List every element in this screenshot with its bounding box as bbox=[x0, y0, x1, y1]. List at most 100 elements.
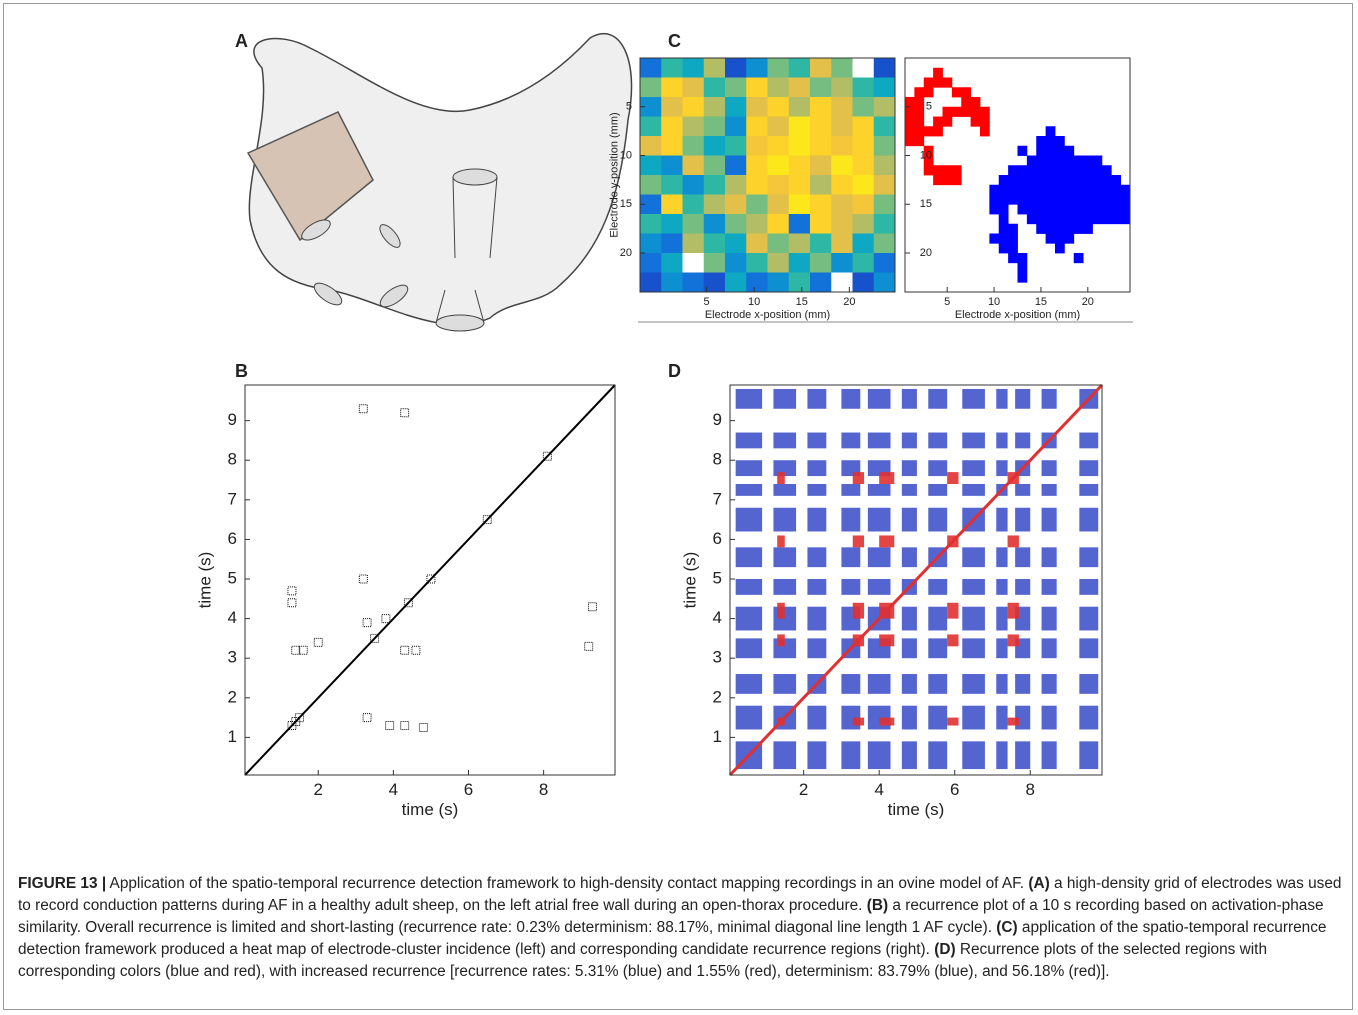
heat-cell bbox=[725, 194, 747, 215]
region-cell bbox=[1045, 204, 1056, 215]
heat-cell bbox=[852, 58, 875, 78]
region-cell bbox=[1008, 223, 1018, 234]
recurrence-block bbox=[947, 472, 959, 484]
recurrence-block bbox=[867, 432, 891, 449]
x-tick-label: 10 bbox=[748, 296, 760, 308]
region-cell bbox=[942, 165, 953, 176]
recurrence-block bbox=[735, 606, 763, 631]
region-cell bbox=[1026, 194, 1037, 205]
atrium-diagram bbox=[246, 32, 633, 332]
heat-cell bbox=[767, 58, 790, 78]
region-cell bbox=[1092, 204, 1103, 215]
x-tick-label: 2 bbox=[314, 780, 323, 799]
heat-cell bbox=[767, 214, 790, 234]
heat-cell bbox=[831, 155, 853, 176]
x-tick-label: 8 bbox=[1026, 780, 1035, 799]
heat-cell bbox=[661, 136, 683, 156]
recurrence-point bbox=[287, 586, 297, 596]
heat-cell bbox=[661, 155, 683, 176]
heat-cell bbox=[661, 253, 683, 273]
recurrence-block bbox=[901, 483, 917, 496]
region-cell bbox=[1008, 233, 1018, 244]
region-cell bbox=[1111, 214, 1122, 225]
recurrence-block bbox=[901, 606, 917, 631]
recurrence-block bbox=[735, 507, 763, 532]
heat-cell bbox=[873, 233, 896, 254]
recurrence-block bbox=[928, 674, 948, 694]
region-cell bbox=[1073, 165, 1084, 176]
heat-cell bbox=[810, 214, 832, 234]
recurrence-point bbox=[587, 602, 597, 612]
region-cell bbox=[1111, 175, 1122, 186]
region-cell bbox=[933, 116, 943, 127]
recurrence-block bbox=[777, 472, 785, 484]
recurrence-block bbox=[807, 741, 827, 770]
diagonal bbox=[244, 384, 616, 776]
recurrence-block bbox=[777, 634, 785, 647]
recurrence-block bbox=[901, 460, 917, 477]
heat-cell bbox=[746, 233, 768, 254]
heat-cell bbox=[831, 97, 853, 117]
region-cell bbox=[1017, 175, 1028, 186]
region-cell bbox=[1083, 165, 1093, 176]
y-axis-label: time (s) bbox=[680, 552, 699, 609]
heat-cell bbox=[810, 194, 832, 215]
recurrence-block bbox=[777, 602, 785, 619]
recurrence-point bbox=[385, 721, 395, 731]
recurrence-point bbox=[287, 598, 297, 608]
region-cell bbox=[1120, 194, 1131, 205]
recurrence-block bbox=[1041, 483, 1057, 496]
region-cell bbox=[1092, 184, 1103, 195]
region-cell bbox=[961, 97, 972, 108]
heat-cell bbox=[725, 136, 747, 156]
region-cell bbox=[980, 126, 990, 137]
heat-cell bbox=[703, 233, 726, 254]
recurrence-point bbox=[370, 633, 380, 643]
recurrence-block bbox=[807, 547, 827, 568]
region-cell bbox=[1073, 204, 1084, 215]
heat-cell bbox=[640, 253, 662, 273]
heat-cell bbox=[703, 97, 726, 117]
region-cell bbox=[989, 233, 1000, 244]
region-cell bbox=[942, 77, 953, 88]
x-tick-label: 10 bbox=[988, 296, 1000, 308]
heat-cell bbox=[831, 214, 853, 234]
y-tick-label: 6 bbox=[713, 529, 722, 548]
recurrence-block bbox=[901, 674, 917, 694]
region-cell bbox=[951, 165, 962, 176]
region-cell bbox=[1045, 155, 1056, 166]
region-cell bbox=[1083, 184, 1093, 195]
region-cell bbox=[933, 175, 943, 186]
recurrence-block bbox=[841, 674, 861, 694]
region-cell bbox=[1101, 204, 1112, 215]
recurrence-block bbox=[962, 483, 985, 496]
recurrence-block bbox=[1079, 483, 1099, 496]
heat-cell bbox=[746, 116, 768, 137]
heat-cell bbox=[640, 116, 662, 137]
heat-cell bbox=[661, 77, 683, 98]
region-cell bbox=[1017, 184, 1028, 195]
heat-cell bbox=[810, 155, 832, 176]
recurrence-block bbox=[867, 547, 891, 568]
heat-cell bbox=[661, 194, 683, 215]
panel-label: C bbox=[668, 31, 681, 51]
region-cell bbox=[942, 106, 953, 117]
heat-cell bbox=[788, 58, 811, 78]
heat-cell bbox=[831, 116, 853, 137]
heat-cell bbox=[661, 97, 683, 117]
caption-run: (A) bbox=[1028, 875, 1050, 892]
region-cell bbox=[1073, 223, 1084, 234]
recurrence-point bbox=[313, 637, 323, 647]
heat-cell bbox=[788, 77, 811, 98]
heat-cell bbox=[852, 97, 875, 117]
heat-cell bbox=[831, 175, 853, 195]
heat-cell bbox=[703, 272, 726, 293]
recurrence-block bbox=[1041, 705, 1057, 730]
region-cell bbox=[923, 126, 934, 137]
region-cell bbox=[1092, 194, 1103, 205]
heat-cell bbox=[703, 175, 726, 195]
x-tick-label: 20 bbox=[843, 296, 855, 308]
region-cell bbox=[1036, 145, 1047, 156]
heat-cell bbox=[788, 175, 811, 195]
